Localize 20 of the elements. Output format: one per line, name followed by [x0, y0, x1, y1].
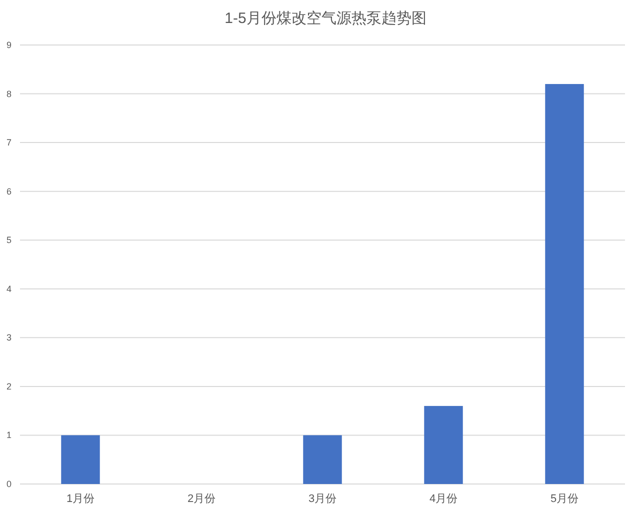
y-tick-label: 0: [6, 479, 12, 489]
bar: [303, 435, 342, 484]
bar: [545, 84, 584, 484]
x-tick-label: 1月份: [66, 493, 95, 505]
y-tick-label: 3: [6, 332, 12, 343]
y-tick-label: 4: [6, 284, 12, 294]
y-tick-label: 2: [6, 381, 12, 392]
bar: [424, 406, 463, 484]
y-tick-label: 5: [6, 235, 12, 246]
bar: [61, 435, 100, 484]
y-tick-label: 1: [6, 430, 12, 440]
x-tick-label: 4月份: [429, 493, 458, 505]
y-tick-label: 9: [6, 40, 12, 50]
x-tick-label: 2月份: [187, 493, 216, 505]
x-tick-label: 3月份: [308, 493, 337, 505]
y-tick-label: 6: [6, 186, 12, 196]
chart-title: 1-5月份煤改空气源热泵趋势图: [224, 10, 426, 27]
x-tick-label: 5月份: [550, 493, 579, 505]
y-tick-label: 7: [6, 138, 12, 148]
y-tick-label: 8: [6, 88, 12, 99]
